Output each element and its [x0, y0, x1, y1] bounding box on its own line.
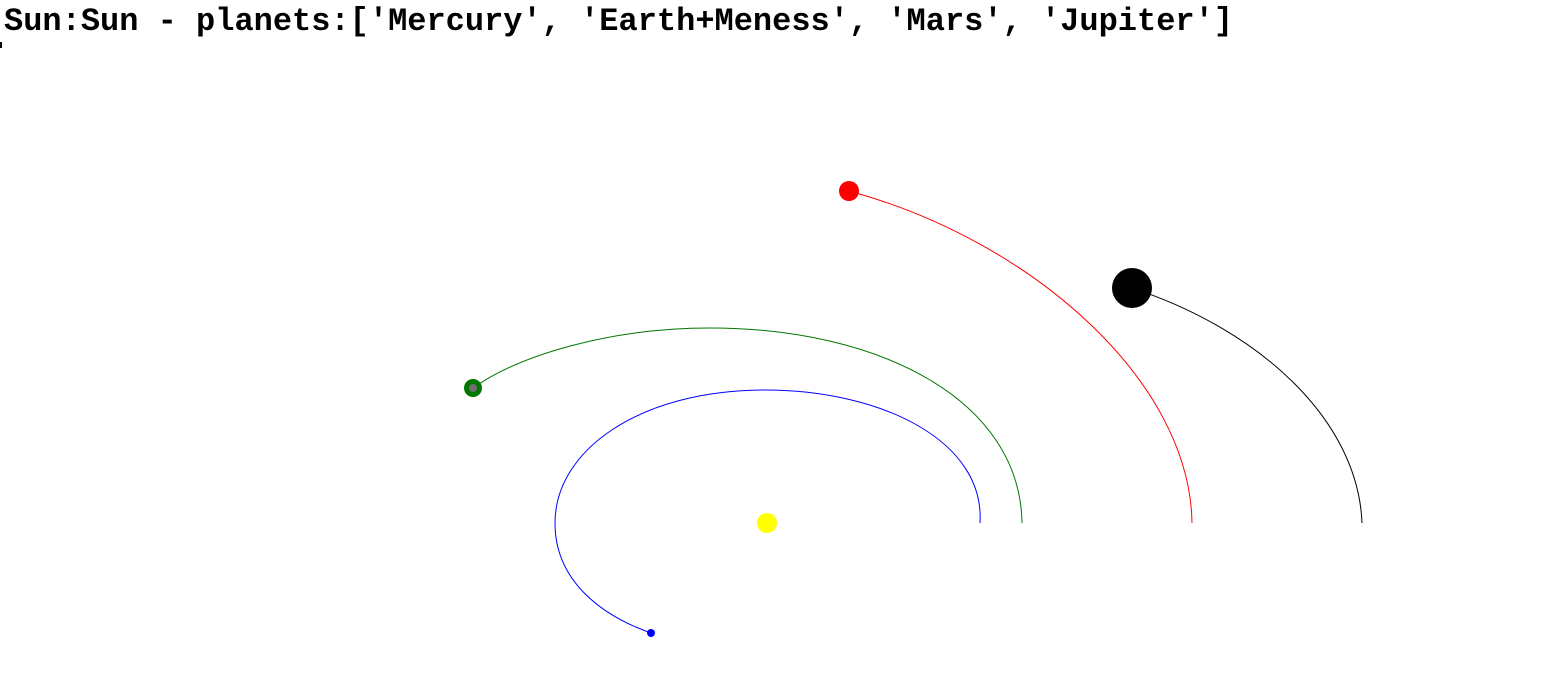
earth-moon-body	[469, 384, 477, 392]
window-title: Sun:Sun - planets:['Mercury', 'Earth+Men…	[4, 3, 1233, 40]
jupiter-orbit-trail	[1131, 287, 1363, 524]
mars-orbit-trail	[848, 190, 1193, 524]
mercury-orbit-trail	[554, 389, 981, 634]
earth-orbit-trail	[472, 327, 1023, 524]
mercury-body	[647, 629, 655, 637]
mars-body	[839, 181, 859, 201]
text-cursor	[0, 42, 2, 48]
jupiter-body	[1112, 268, 1152, 308]
sun-body	[757, 513, 777, 533]
